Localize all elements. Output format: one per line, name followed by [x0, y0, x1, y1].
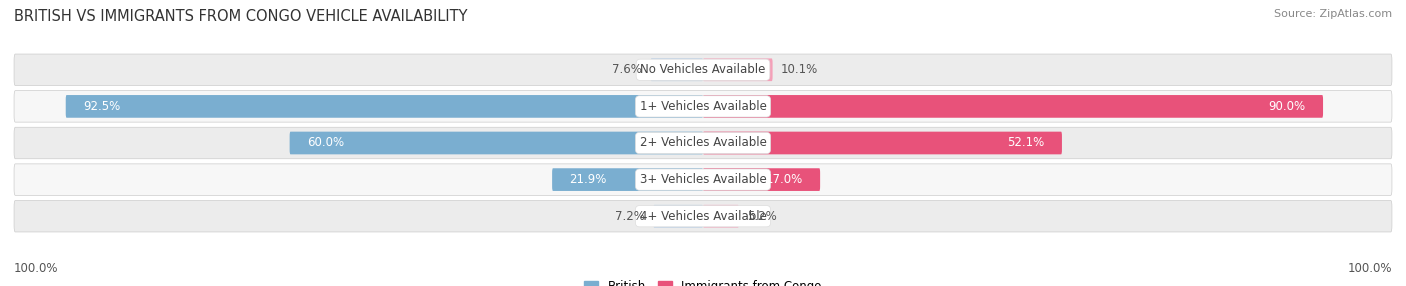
Text: 100.0%: 100.0% — [1347, 262, 1392, 275]
Text: 90.0%: 90.0% — [1268, 100, 1306, 113]
FancyBboxPatch shape — [14, 200, 1392, 232]
Text: No Vehicles Available: No Vehicles Available — [640, 63, 766, 76]
Text: 7.2%: 7.2% — [616, 210, 645, 223]
FancyBboxPatch shape — [703, 95, 1323, 118]
FancyBboxPatch shape — [553, 168, 703, 191]
Text: BRITISH VS IMMIGRANTS FROM CONGO VEHICLE AVAILABILITY: BRITISH VS IMMIGRANTS FROM CONGO VEHICLE… — [14, 9, 468, 23]
FancyBboxPatch shape — [703, 132, 1062, 154]
Text: 21.9%: 21.9% — [569, 173, 607, 186]
FancyBboxPatch shape — [66, 95, 703, 118]
Text: 5.2%: 5.2% — [747, 210, 778, 223]
Text: 7.6%: 7.6% — [613, 63, 643, 76]
Text: 4+ Vehicles Available: 4+ Vehicles Available — [640, 210, 766, 223]
FancyBboxPatch shape — [654, 205, 703, 228]
FancyBboxPatch shape — [14, 127, 1392, 159]
FancyBboxPatch shape — [703, 168, 820, 191]
FancyBboxPatch shape — [14, 91, 1392, 122]
Text: 17.0%: 17.0% — [766, 173, 803, 186]
Text: 100.0%: 100.0% — [14, 262, 59, 275]
Text: 10.1%: 10.1% — [780, 63, 818, 76]
Text: Source: ZipAtlas.com: Source: ZipAtlas.com — [1274, 9, 1392, 19]
FancyBboxPatch shape — [14, 54, 1392, 86]
Text: 92.5%: 92.5% — [83, 100, 120, 113]
FancyBboxPatch shape — [703, 58, 772, 81]
Text: 3+ Vehicles Available: 3+ Vehicles Available — [640, 173, 766, 186]
Legend: British, Immigrants from Congo: British, Immigrants from Congo — [579, 276, 827, 286]
FancyBboxPatch shape — [703, 205, 738, 228]
FancyBboxPatch shape — [14, 164, 1392, 195]
FancyBboxPatch shape — [651, 58, 703, 81]
FancyBboxPatch shape — [290, 132, 703, 154]
Text: 52.1%: 52.1% — [1008, 136, 1045, 150]
Text: 1+ Vehicles Available: 1+ Vehicles Available — [640, 100, 766, 113]
Text: 2+ Vehicles Available: 2+ Vehicles Available — [640, 136, 766, 150]
Text: 60.0%: 60.0% — [307, 136, 344, 150]
